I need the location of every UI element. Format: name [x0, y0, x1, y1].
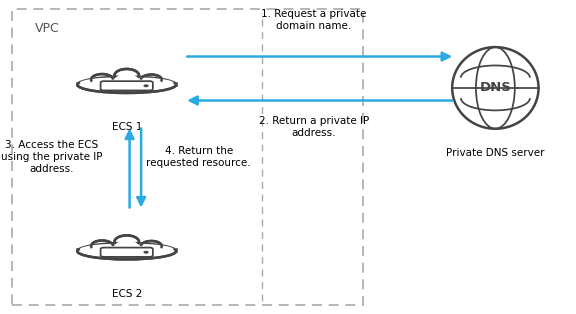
FancyBboxPatch shape: [101, 81, 153, 90]
Ellipse shape: [141, 75, 162, 85]
Text: 1. Request a private
domain name.: 1. Request a private domain name.: [262, 9, 366, 31]
Ellipse shape: [452, 47, 539, 129]
Ellipse shape: [80, 77, 173, 89]
Ellipse shape: [115, 69, 139, 82]
Ellipse shape: [77, 77, 176, 93]
Ellipse shape: [77, 243, 176, 259]
Ellipse shape: [116, 241, 137, 247]
Ellipse shape: [80, 243, 173, 255]
FancyBboxPatch shape: [101, 247, 153, 257]
Text: Private DNS server: Private DNS server: [446, 148, 545, 158]
Ellipse shape: [142, 245, 160, 250]
Ellipse shape: [116, 74, 137, 81]
Ellipse shape: [93, 78, 111, 84]
Text: VPC: VPC: [35, 22, 59, 35]
Text: DNS: DNS: [479, 81, 511, 95]
Text: ECS 1: ECS 1: [112, 122, 142, 133]
Text: 2. Return a private IP
address.: 2. Return a private IP address.: [259, 116, 369, 138]
Ellipse shape: [91, 241, 113, 252]
Ellipse shape: [142, 78, 160, 84]
Text: 4. Return the
requested resource.: 4. Return the requested resource.: [146, 146, 251, 168]
Ellipse shape: [93, 245, 111, 251]
Text: 3. Access the ECS
using the private IP
address.: 3. Access the ECS using the private IP a…: [1, 140, 103, 174]
Ellipse shape: [141, 241, 162, 251]
Circle shape: [143, 84, 149, 87]
Ellipse shape: [91, 74, 113, 85]
Circle shape: [143, 251, 149, 254]
Ellipse shape: [115, 236, 139, 249]
Text: ECS 2: ECS 2: [112, 289, 142, 299]
